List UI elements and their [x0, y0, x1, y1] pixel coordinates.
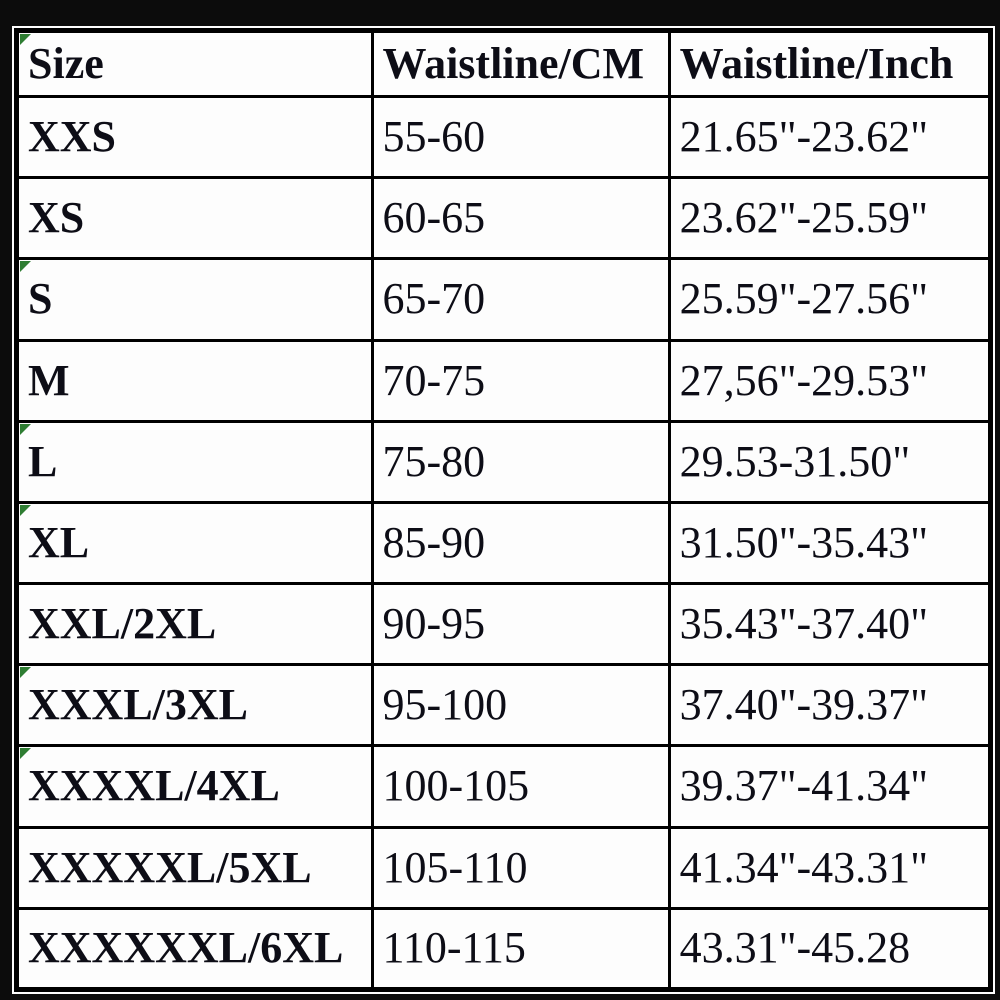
waistline-cm-cell: 55-60 [370, 94, 671, 180]
size-label: XL [28, 517, 90, 567]
table-row: XL 85-90 31.50"-35.43" [15, 500, 993, 586]
waistline-inch-value: 25.59"-27.56" [679, 274, 929, 324]
waistline-cm-cell: 60-65 [370, 176, 671, 261]
header-waistline-cm-label: Waistline/CM [382, 39, 645, 88]
waistline-cm-cell: 90-95 [370, 582, 671, 667]
waistline-inch-cell: 21.65"-23.62" [667, 94, 993, 180]
waistline-inch-cell: 27,56"-29.53" [667, 338, 993, 423]
waistline-inch-cell: 23.62"-25.59" [667, 176, 993, 261]
size-label: XXS [28, 112, 117, 162]
size-label: XXXXL/4XL [28, 761, 280, 811]
table-row: XXXL/3XL 95-100 37.40"-39.37" [15, 663, 993, 748]
waistline-inch-cell: 31.50"-35.43" [667, 500, 993, 586]
cell-flag-icon [20, 748, 31, 760]
table-row: XS 60-65 23.62"-25.59" [15, 176, 993, 261]
header-size: Size [15, 29, 374, 98]
size-label: L [28, 436, 58, 486]
size-chart-table: Size Waistline/CM Waistline/Inch XXS 55-… [14, 28, 993, 992]
waistline-inch-value: 41.34"-43.31" [679, 842, 929, 892]
size-cell: XXXL/3XL [15, 663, 374, 748]
waistline-cm-value: 60-65 [382, 193, 486, 243]
table-body: XXS 55-60 21.65"-23.62" XS 60-65 23.62"-… [15, 94, 993, 992]
waistline-inch-value: 21.65"-23.62" [679, 112, 929, 162]
size-chart-frame: Size Waistline/CM Waistline/Inch XXS 55-… [12, 26, 995, 994]
cell-flag-icon [20, 424, 31, 435]
cell-flag-icon [20, 34, 31, 45]
waistline-inch-cell: 43.31"-45.28 [667, 906, 993, 992]
waistline-inch-value: 27,56"-29.53" [679, 355, 929, 405]
waistline-cm-cell: 85-90 [370, 500, 671, 586]
waistline-cm-cell: 110-115 [370, 906, 671, 992]
waistline-cm-value: 110-115 [382, 923, 526, 973]
header-waistline-cm: Waistline/CM [370, 29, 671, 98]
header-size-label: Size [28, 39, 104, 88]
waistline-inch-value: 39.37"-41.34" [679, 761, 929, 811]
size-label: S [28, 274, 53, 324]
waistline-inch-cell: 35.43"-37.40" [667, 582, 993, 667]
table-row: XXL/2XL 90-95 35.43"-37.40" [15, 582, 993, 667]
waistline-inch-value: 35.43"-37.40" [679, 599, 929, 649]
waistline-cm-value: 85-90 [382, 517, 486, 567]
table-row: XXXXL/4XL 100-105 39.37"-41.34" [15, 744, 993, 829]
header-row: Size Waistline/CM Waistline/Inch [15, 29, 993, 98]
table-row: S 65-70 25.59"-27.56" [15, 257, 993, 342]
waistline-inch-value: 37.40"-39.37" [679, 680, 929, 730]
waistline-cm-cell: 65-70 [370, 257, 671, 342]
waistline-cm-cell: 100-105 [370, 744, 671, 829]
waistline-cm-value: 100-105 [382, 761, 530, 811]
waistline-inch-cell: 25.59"-27.56" [667, 257, 993, 342]
size-cell: XXXXXXL/6XL [15, 906, 374, 992]
size-cell: XL [15, 500, 374, 586]
size-cell: XS [15, 176, 374, 261]
waistline-cm-cell: 75-80 [370, 419, 671, 504]
waistline-inch-cell: 41.34"-43.31" [667, 825, 993, 910]
waistline-inch-cell: 37.40"-39.37" [667, 663, 993, 748]
waistline-cm-value: 75-80 [382, 436, 486, 486]
waistline-inch-value: 31.50"-35.43" [679, 517, 929, 567]
table-row: L 75-80 29.53-31.50" [15, 419, 993, 504]
header-waistline-inch-label: Waistline/Inch [679, 39, 954, 88]
waistline-cm-cell: 105-110 [370, 825, 671, 910]
size-label: M [28, 355, 70, 405]
header-waistline-inch: Waistline/Inch [667, 29, 993, 98]
table-row: XXXXXXL/6XL 110-115 43.31"-45.28 [15, 906, 993, 992]
size-label: XS [28, 193, 85, 243]
size-cell: S [15, 257, 374, 342]
waistline-cm-value: 95-100 [382, 680, 508, 730]
cell-flag-icon [20, 667, 31, 679]
waistline-cm-value: 105-110 [382, 842, 528, 892]
cell-flag-icon [20, 261, 31, 273]
size-cell: XXS [15, 94, 374, 180]
waistline-inch-cell: 29.53-31.50" [667, 419, 993, 504]
waistline-inch-value: 23.62"-25.59" [679, 193, 929, 243]
size-cell: M [15, 338, 374, 423]
size-cell: XXXXXL/5XL [15, 825, 374, 910]
size-cell: L [15, 419, 374, 504]
table-row: XXXXXL/5XL 105-110 41.34"-43.31" [15, 825, 993, 910]
waistline-cm-value: 55-60 [382, 112, 486, 162]
waistline-cm-value: 65-70 [382, 274, 486, 324]
size-cell: XXXXL/4XL [15, 744, 374, 829]
size-label: XXXXXL/5XL [28, 842, 312, 892]
size-cell: XXL/2XL [15, 582, 374, 667]
waistline-inch-value: 29.53-31.50" [679, 436, 911, 486]
waistline-inch-value: 43.31"-45.28 [679, 923, 911, 973]
waistline-cm-value: 90-95 [382, 599, 486, 649]
table-row: XXS 55-60 21.65"-23.62" [15, 94, 993, 180]
waistline-cm-cell: 95-100 [370, 663, 671, 748]
waistline-cm-value: 70-75 [382, 355, 486, 405]
size-label: XXXXXXL/6XL [28, 923, 344, 973]
waistline-cm-cell: 70-75 [370, 338, 671, 423]
table-row: M 70-75 27,56"-29.53" [15, 338, 993, 423]
cell-flag-icon [20, 505, 31, 516]
size-label: XXL/2XL [28, 599, 217, 649]
size-label: XXXL/3XL [28, 680, 249, 730]
waistline-inch-cell: 39.37"-41.34" [667, 744, 993, 829]
